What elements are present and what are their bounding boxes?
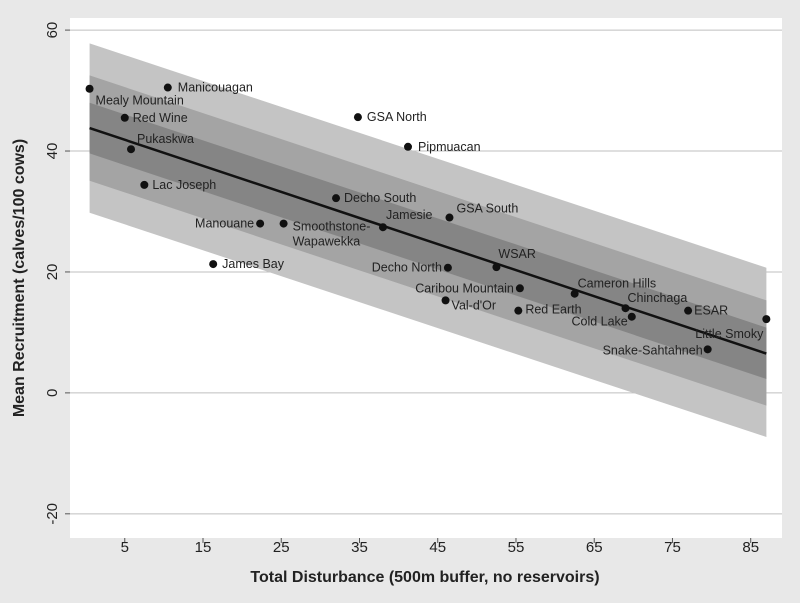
- x-tick-label: 5: [121, 539, 129, 556]
- point-label: Caribou Mountain: [415, 281, 514, 295]
- data-point: [127, 145, 136, 154]
- data-point: [570, 289, 579, 298]
- y-tick-label: 40: [44, 143, 61, 160]
- data-point: [209, 260, 218, 269]
- point-label: Cold Lake: [571, 315, 627, 329]
- y-tick-label: -20: [44, 503, 61, 525]
- point-label: GSA South: [456, 202, 518, 216]
- data-point: [445, 213, 454, 222]
- y-tick-label: 0: [44, 389, 61, 397]
- x-tick-label: 25: [273, 539, 290, 556]
- point-label: Val-d'Or: [452, 298, 497, 312]
- regression-line-group: [89, 126, 767, 355]
- point-label: Jamesie: [386, 208, 433, 222]
- data-point: [492, 263, 501, 272]
- point-label: ESAR: [694, 304, 728, 318]
- point-label: Red Earth: [525, 303, 581, 317]
- data-point: [163, 83, 172, 92]
- x-axis-ticks: 5 15 25 35 45 55 65 75 85: [121, 538, 759, 556]
- data-point: [703, 345, 712, 354]
- data-point: [404, 142, 413, 151]
- data-point: [684, 306, 693, 315]
- point-label: Snake-Sahtahneh: [603, 343, 703, 357]
- x-tick-label: 65: [586, 539, 603, 556]
- x-axis-title: Total Disturbance (500m buffer, no reser…: [250, 569, 599, 586]
- x-tick-label: 45: [429, 539, 446, 556]
- y-axis-title: Mean Recruitment (calves/100 cows): [11, 139, 28, 417]
- point-label: Pukaskwa: [137, 132, 194, 146]
- data-point: [514, 306, 523, 315]
- regression-line: [89, 126, 767, 355]
- data-point: [85, 84, 94, 93]
- y-axis-ticks: -20 0 20 40 60: [44, 22, 70, 525]
- data-point: [140, 180, 149, 189]
- data-points: [85, 83, 771, 354]
- y-tick-label: 20: [44, 264, 61, 281]
- point-label: Mealy Mountain: [96, 94, 184, 108]
- data-point: [441, 296, 450, 305]
- point-label: GSA North: [367, 110, 427, 124]
- x-tick-label: 15: [195, 539, 212, 556]
- data-point: [762, 315, 771, 324]
- point-label: Manicouagan: [178, 81, 253, 95]
- x-tick-label: 55: [508, 539, 525, 556]
- data-point: [332, 194, 341, 203]
- point-label: James Bay: [222, 257, 285, 271]
- point-label: Decho North: [372, 261, 442, 275]
- point-label: Red Wine: [133, 111, 188, 125]
- point-label: Decho South: [344, 191, 416, 205]
- point-label: Cameron Hills: [578, 277, 657, 291]
- point-label: WSAR: [498, 247, 536, 261]
- point-label: Lac Joseph: [152, 178, 216, 192]
- point-label: Manouane: [195, 217, 254, 231]
- point-label: Pipmuacan: [418, 140, 481, 154]
- x-tick-label: 75: [664, 539, 681, 556]
- data-point: [621, 304, 630, 313]
- data-point: [120, 113, 129, 122]
- y-tick-label: 60: [44, 22, 61, 39]
- data-point: [515, 284, 524, 293]
- point-label: Smoothstone-Wapawekka: [293, 220, 371, 249]
- data-point: [279, 219, 288, 228]
- data-point: [443, 263, 452, 272]
- data-point: [627, 312, 636, 321]
- data-point: [353, 113, 362, 122]
- point-label: Little Smoky: [695, 327, 764, 341]
- x-tick-label: 35: [351, 539, 368, 556]
- x-tick-label: 85: [742, 539, 759, 556]
- point-label: Chinchaga: [628, 291, 688, 305]
- data-point: [256, 219, 265, 228]
- data-point: [378, 223, 387, 232]
